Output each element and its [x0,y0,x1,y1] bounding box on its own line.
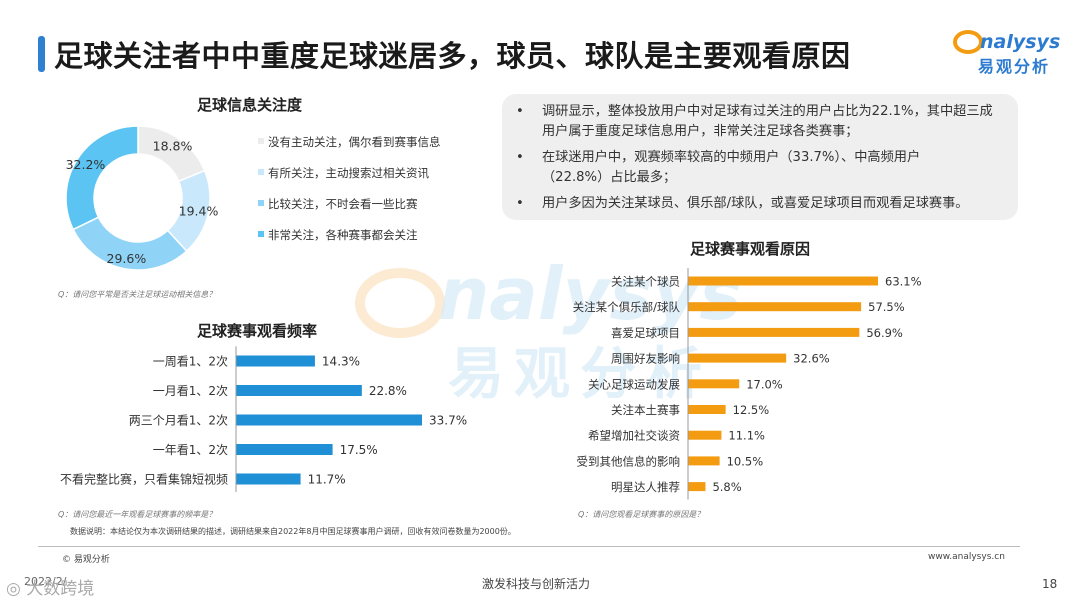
donut-chart: 18.8% 19.4% 29.6% 32.2% 没有主动关注，偶尔看到赛事信息有所关注，… [65,125,441,271]
background-watermark: nalysys 易观分析 [355,252,742,407]
bullet-dot: • [516,150,524,165]
camera-icon: ◎ [6,579,21,599]
category-label: 明星达人推荐 [611,480,680,494]
svg-text:nalysys: nalysys [438,252,742,336]
bar [688,430,722,440]
value-label: 22.8% [369,384,407,398]
category-label: 一周看1、2次 [153,355,228,369]
bar [236,473,301,485]
legend-swatch [258,138,264,144]
bar [236,355,315,367]
value-label: 56.9% [866,326,903,340]
website-text: www.analysys.cn [928,552,1005,562]
bar [688,327,860,337]
reasons-bar-chart: 关注某个球员 63.1% 关注某个俱乐部/球队 57.5% 喜爱足球项目 56.9% 周围好… [573,268,922,500]
category-label: 周围好友影响 [611,352,680,366]
logo-text-en: nalysys [980,31,1060,53]
legend-swatch [258,200,264,206]
donut-value-label: 32.2% [66,157,106,172]
date-text: 2022/2/ [24,575,67,588]
value-label: 33.7% [429,414,467,428]
donut-slice [137,125,206,183]
svg-text:易观分析: 易观分析 [448,342,712,407]
donut-value-label: 19.4% [179,204,219,219]
summary-box: • 调研显示，整体投放用户中对足球有过关注的用户占比为22.1%，其中超三成用户… [502,94,1018,220]
category-label: 一年看1、2次 [153,443,228,457]
frequency-bar-chart: 一周看1、2次 14.3% 一月看1、2次 22.8% 两三个月看1、2次 33.7% 一年… [60,346,467,492]
summary-bullet: 调研显示，整体投放用户中对足球有过关注的用户占比为22.1%，其中超三成用户属于… [542,104,993,139]
category-label: 希望增加社交谈资 [588,429,680,443]
value-label: 12.5% [733,403,770,417]
donut-value-label: 18.8% [153,139,193,154]
value-label: 10.5% [727,454,764,468]
summary-bullet: 用户多因为关注某球员、俱乐部/球队，或喜爱足球项目而观看足球赛事。 [542,196,969,211]
legend-label: 非常关注，各种赛事都会关注 [268,228,418,242]
category-label: 喜爱足球项目 [611,326,680,340]
category-label: 关心足球运动发展 [588,377,680,391]
corner-watermark: ◎ 大数跨境 [6,574,94,599]
donut-slice [65,125,139,231]
donut-value-label: 29.6% [107,251,147,266]
legend-label: 有所关注，主动搜索过相关资讯 [268,166,429,180]
reasons-chart-question: Q：请问您观看足球赛事的原因是？ [578,510,705,519]
reasons-chart-title: 足球赛事观看原因 [690,240,811,258]
category-label: 不看完整比赛，只看集锦短视频 [60,472,228,487]
value-label: 17.0% [746,377,783,391]
frequency-chart-title: 足球赛事观看频率 [197,322,318,340]
value-label: 57.5% [868,300,905,314]
footer-divider [38,546,1020,547]
legend-label: 比较关注，不时会看一些比赛 [268,197,418,211]
legend-swatch [258,169,264,175]
category-label: 关注某个球员 [611,275,680,289]
summary-bullet: 在球迷用户中，观赛频率较高的中频用户（33.7%）、中高频用户（22.8%）占比… [542,150,921,185]
bar [236,444,333,455]
bar [688,456,720,466]
bullet-dot: • [516,196,524,211]
value-label: 5.8% [712,480,741,494]
page-number: 18 [1042,577,1058,591]
category-label: 两三个月看1、2次 [129,414,228,428]
value-label: 63.1% [885,275,922,289]
analysys-logo: nalysys 易观分析 [946,20,1066,80]
value-label: 32.6% [793,352,830,366]
bar [688,276,878,286]
donut-chart-title: 足球信息关注度 [197,96,303,114]
corner-watermark-text: 大数跨境 [26,579,95,599]
category-label: 关注某个俱乐部/球队 [573,300,681,314]
logo-text-cn: 易观分析 [978,57,1050,76]
value-label: 14.3% [322,355,360,369]
category-label: 关注本土赛事 [611,403,680,417]
value-label: 11.1% [728,429,765,443]
logo-mark-icon [953,30,983,54]
page-title: 足球关注者中中重度足球迷居多，球员、球队是主要观看原因 [54,39,851,73]
bar [688,302,862,312]
bar [688,353,787,363]
category-label: 受到其他信息的影响 [577,454,681,468]
title-accent-bar [38,36,45,72]
category-label: 一月看1、2次 [153,384,228,398]
bar [688,405,726,414]
bar [236,385,362,396]
frequency-chart-question: Q：请问您最近一年观看足球赛事的频率是？ [58,510,217,519]
value-label: 17.5% [340,443,378,457]
copyright-text: © 易观分析 [62,555,110,565]
legend-label: 没有主动关注，偶尔看到赛事信息 [268,135,441,149]
bar [236,414,422,426]
data-note: 数据说明：本结论仅为本次调研结果的描述，调研结果来自2022年8月中国足球赛事用… [70,527,516,536]
slogan-text: 激发科技与创新活力 [482,577,591,591]
value-label: 11.7% [308,473,346,487]
legend-swatch [258,231,264,237]
bar [688,482,706,492]
donut-chart-question: Q：请问您平常是否关注足球运动相关信息？ [58,290,217,299]
bullet-dot: • [516,104,524,119]
bar [688,379,740,389]
